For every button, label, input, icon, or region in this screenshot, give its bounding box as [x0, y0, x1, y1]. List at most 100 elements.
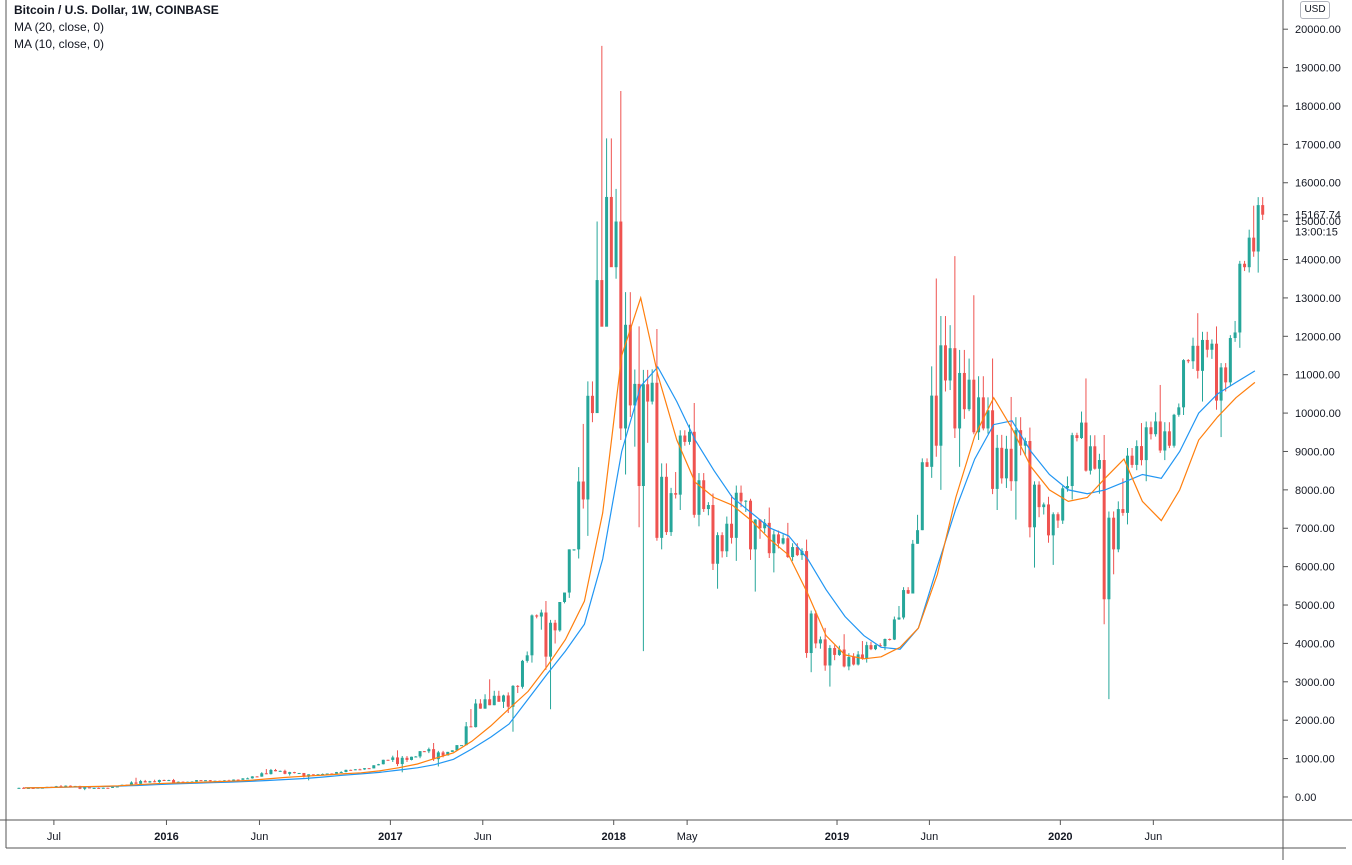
candle-body — [483, 699, 487, 709]
candle-body — [250, 776, 254, 779]
candle-body — [1172, 414, 1176, 446]
ma20-line — [24, 365, 1256, 789]
candle-body — [450, 750, 454, 752]
candle-body — [786, 538, 790, 558]
candle-body — [246, 778, 250, 780]
candle-body — [353, 769, 357, 771]
candle-body — [730, 523, 734, 538]
candle-body — [544, 612, 548, 657]
x-tick-label: 2017 — [378, 831, 402, 843]
candle-body — [264, 773, 268, 775]
candle-body — [549, 622, 553, 657]
candle-body — [1070, 435, 1074, 487]
candle-body — [758, 519, 762, 529]
candle-body — [1075, 435, 1079, 439]
candle-body — [1228, 338, 1232, 383]
candle-body — [958, 372, 962, 429]
candle-body — [455, 745, 459, 751]
candle-body — [833, 648, 837, 655]
candle-body — [856, 654, 860, 665]
candle-body — [396, 757, 400, 765]
candle-body — [600, 280, 604, 327]
candle-body — [363, 768, 367, 770]
candle-body — [753, 519, 757, 550]
candle-body — [852, 657, 856, 665]
candle-body — [734, 492, 738, 538]
candle-body — [26, 787, 30, 789]
candle-body — [883, 638, 887, 647]
candle-body — [283, 770, 287, 774]
candle-body — [195, 780, 199, 782]
candle-body — [418, 751, 422, 757]
candle-body — [892, 619, 896, 640]
candle-body — [199, 780, 203, 782]
y-tick-label: 2000.00 — [1295, 715, 1335, 727]
candle-body — [911, 543, 915, 594]
candle-body — [1233, 332, 1237, 339]
candle-body — [572, 549, 576, 551]
candle-body — [873, 645, 877, 650]
candle-body — [516, 685, 520, 687]
candle-body — [1201, 339, 1205, 371]
candle-body — [805, 551, 809, 654]
candle-body — [814, 613, 818, 644]
candle-body — [800, 551, 804, 556]
symbol-title[interactable]: Bitcoin / U.S. Dollar, 1W, COINBASE — [14, 3, 219, 17]
candle-body — [1037, 484, 1041, 508]
candle-body — [1256, 205, 1260, 252]
x-tick-label: Jun — [921, 831, 939, 843]
candle-body — [586, 395, 590, 500]
candle-body — [1247, 237, 1251, 268]
candle-body — [1261, 205, 1265, 215]
candle-body — [1112, 517, 1116, 550]
candle-body — [991, 410, 995, 489]
candle-body — [1032, 484, 1036, 528]
candle-body — [1167, 431, 1171, 446]
candle-body — [772, 534, 776, 554]
candle-body — [381, 759, 385, 765]
candle-body — [334, 772, 338, 774]
currency-button[interactable]: USD — [1300, 1, 1330, 19]
candle-body — [664, 476, 668, 533]
candle-body — [87, 787, 91, 789]
candle-body — [837, 649, 841, 655]
candle-body — [641, 384, 645, 487]
y-tick-label: 16000.00 — [1295, 178, 1341, 190]
candle-body — [1065, 486, 1069, 489]
candle-body — [981, 397, 985, 429]
y-tick-label: 6000.00 — [1295, 562, 1335, 574]
candle-body — [520, 660, 524, 687]
candle-body — [1243, 263, 1247, 268]
candle-body — [460, 745, 464, 747]
candle-body — [535, 615, 539, 617]
candle-body — [377, 764, 381, 766]
candle-body — [497, 695, 501, 702]
candle-body — [153, 781, 157, 783]
candle-body — [986, 410, 990, 429]
y-tick-label: 10000.00 — [1295, 408, 1341, 420]
candle-body — [809, 613, 813, 654]
candle-body — [633, 383, 637, 406]
chart-legend: Bitcoin / U.S. Dollar, 1W, COINBASE MA (… — [14, 2, 219, 53]
candle-body — [553, 622, 557, 631]
candle-body — [501, 695, 505, 702]
candle-body — [1107, 517, 1111, 600]
candle-body — [446, 751, 450, 756]
ma20-legend-label[interactable]: MA (20, close, 0) — [14, 20, 105, 34]
candle-body — [311, 774, 315, 776]
candle-body — [111, 786, 115, 788]
candle-body — [567, 549, 571, 593]
candle-body — [1182, 360, 1186, 408]
candle-body — [888, 638, 892, 640]
ma10-legend-label[interactable]: MA (10, close, 0) — [14, 37, 105, 51]
candle-body — [422, 751, 426, 753]
candle-body — [1144, 427, 1148, 461]
candle-body — [325, 773, 329, 775]
candle-body — [1186, 360, 1190, 362]
candle-body — [167, 780, 171, 782]
candle-body — [683, 435, 687, 442]
candle-body — [148, 781, 152, 783]
x-tick-label: 2018 — [601, 831, 625, 843]
candle-body — [897, 617, 901, 620]
